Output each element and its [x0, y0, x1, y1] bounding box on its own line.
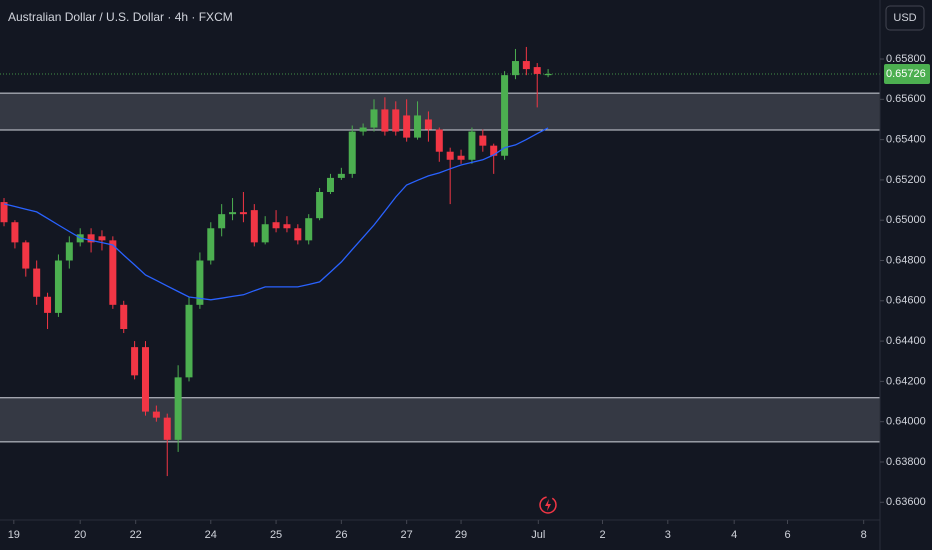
- candle-body: [359, 127, 367, 132]
- candle-body: [348, 131, 356, 174]
- y-tick-label: 0.65000: [886, 214, 926, 226]
- candle-body: [370, 109, 378, 128]
- candle-body: [283, 224, 291, 229]
- candle-body: [65, 242, 73, 261]
- candle-body: [98, 236, 106, 241]
- candle-body: [490, 145, 498, 156]
- y-tick-label: 0.65200: [886, 174, 926, 186]
- candle-body: [54, 260, 62, 313]
- candle-body: [11, 222, 19, 243]
- x-tick-label: 27: [401, 529, 413, 541]
- candle-body: [0, 202, 8, 223]
- y-tick-label: 0.65400: [886, 134, 926, 146]
- candle-body: [435, 129, 443, 152]
- candle-body: [174, 377, 182, 440]
- y-tick-label: 0.65600: [886, 93, 926, 105]
- candle-body: [316, 192, 324, 219]
- candle-body: [87, 234, 95, 243]
- candle-body: [457, 155, 465, 160]
- candle-body: [326, 177, 334, 193]
- candle-body: [196, 260, 204, 305]
- chart-title: Australian Dollar / U.S. Dollar · 4h · F…: [8, 10, 233, 24]
- candle-body: [22, 242, 30, 269]
- currency-button[interactable]: [885, 5, 925, 31]
- zone: [0, 397, 880, 442]
- last-price-label: 0.65726: [886, 68, 926, 80]
- y-tick-label: 0.64600: [886, 295, 926, 307]
- candle-body: [141, 347, 149, 412]
- x-tick-label: 3: [665, 529, 671, 541]
- candle-body: [381, 109, 389, 132]
- candle-body: [44, 296, 52, 313]
- last-price-badge: [884, 63, 930, 84]
- candle-body: [544, 73, 552, 76]
- x-tick-label: 4: [731, 529, 737, 541]
- candle-body: [403, 115, 411, 138]
- candle-body: [109, 240, 117, 305]
- candle-body: [152, 411, 160, 418]
- plot: [0, 46, 880, 477]
- candle-body: [501, 75, 509, 156]
- x-tick-label: 26: [335, 529, 347, 541]
- candle-body: [250, 210, 258, 243]
- x-tick-label: 25: [270, 529, 282, 541]
- candle-body: [392, 109, 400, 132]
- candle-body: [229, 212, 237, 215]
- candle-body: [305, 218, 313, 241]
- candle-body: [272, 222, 280, 229]
- currency-label[interactable]: USD: [893, 12, 916, 24]
- y-tick-label: 0.63800: [886, 456, 926, 468]
- candle-body: [185, 304, 193, 378]
- candle-body: [163, 417, 171, 440]
- x-tick-label: 6: [784, 529, 790, 541]
- y-tick-label: 0.64000: [886, 416, 926, 428]
- y-tick-label: 0.64400: [886, 335, 926, 347]
- y-tick-label: 0.65800: [886, 53, 926, 65]
- replay-icon[interactable]: [539, 496, 557, 514]
- candle-body: [207, 228, 215, 261]
- x-tick-label: 24: [205, 529, 217, 541]
- candle-body: [533, 67, 541, 74]
- candle-body: [131, 347, 139, 376]
- candle-body: [424, 119, 432, 130]
- candle-body: [218, 214, 226, 229]
- x-tick-label: 19: [8, 529, 20, 541]
- candle-body: [120, 304, 128, 330]
- y-tick-label: 0.63600: [886, 496, 926, 508]
- x-tick-label: 22: [130, 529, 142, 541]
- candle-body: [239, 212, 247, 215]
- candle-body: [414, 115, 422, 138]
- x-tick-label: 2: [599, 529, 605, 541]
- candle-body: [511, 61, 519, 76]
- candle-body: [479, 135, 487, 146]
- x-tick-label: Jul: [531, 529, 545, 541]
- x-tick-label: 20: [74, 529, 86, 541]
- moving-average: [3, 127, 549, 301]
- x-tick-label: 29: [455, 529, 467, 541]
- candle-body: [294, 228, 302, 241]
- candle-body: [337, 173, 345, 178]
- candle-body: [446, 151, 454, 160]
- candle-body: [522, 61, 530, 70]
- x-tick-label: 8: [861, 529, 867, 541]
- candle-body: [261, 224, 269, 243]
- candle-body: [468, 131, 476, 160]
- y-tick-label: 0.64800: [886, 254, 926, 266]
- y-tick-label: 0.64200: [886, 375, 926, 387]
- candle-body: [33, 268, 41, 297]
- zone: [0, 93, 880, 130]
